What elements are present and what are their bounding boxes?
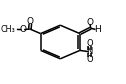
Text: O: O	[86, 39, 93, 48]
Text: O: O	[86, 55, 93, 64]
Text: N: N	[86, 47, 93, 56]
Text: H: H	[94, 25, 101, 34]
Text: CH₃: CH₃	[0, 25, 15, 34]
Text: O: O	[87, 17, 94, 27]
Text: O: O	[20, 25, 27, 34]
Text: O: O	[27, 17, 34, 26]
